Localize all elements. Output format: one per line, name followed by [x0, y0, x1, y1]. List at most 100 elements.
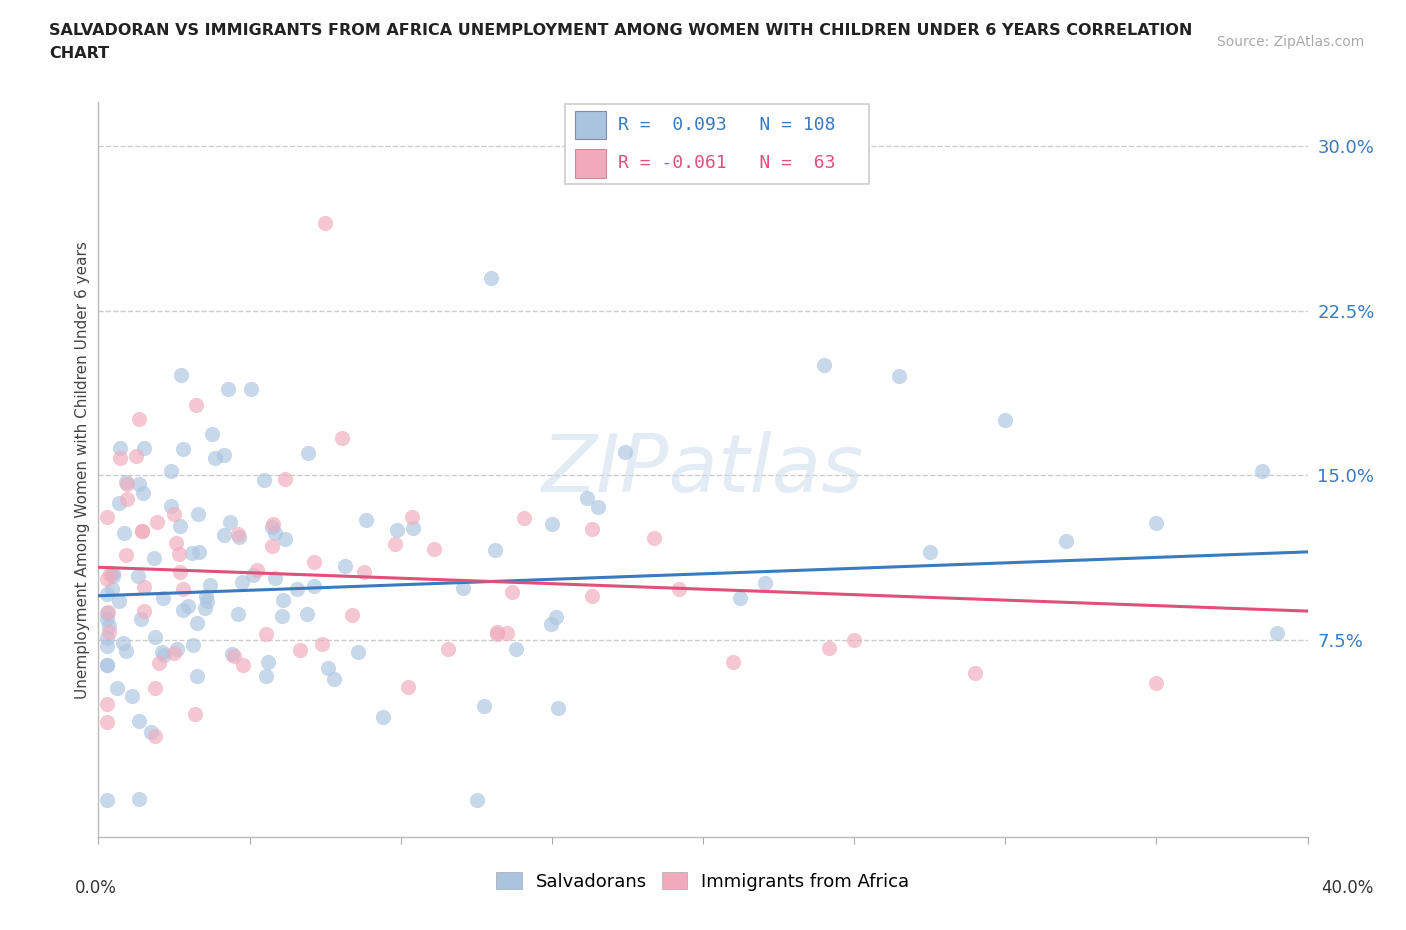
Point — [125, 449, 148, 464]
Point — [273, 472, 295, 486]
Point — [222, 649, 245, 664]
Point — [212, 447, 235, 462]
Point — [918, 544, 941, 559]
Point — [105, 680, 128, 695]
Point — [1146, 516, 1168, 531]
Point — [98, 618, 121, 633]
Point — [297, 445, 319, 460]
Point — [166, 642, 188, 657]
Point — [98, 567, 121, 582]
Point — [96, 571, 118, 586]
Point — [114, 644, 136, 658]
Point — [108, 441, 131, 456]
Point — [134, 579, 156, 594]
Point — [354, 512, 377, 527]
Point — [581, 589, 603, 604]
Point — [242, 567, 264, 582]
Point — [198, 578, 221, 592]
Legend: Salvadorans, Immigrants from Africa: Salvadorans, Immigrants from Africa — [489, 865, 917, 897]
Point — [316, 661, 339, 676]
Point — [232, 658, 254, 672]
Point — [668, 581, 690, 596]
Point — [314, 216, 336, 231]
Point — [643, 530, 665, 545]
Point — [297, 606, 319, 621]
Point — [253, 472, 276, 487]
Point — [96, 658, 118, 672]
Text: ZIPatlas: ZIPatlas — [541, 431, 865, 509]
Point — [728, 591, 751, 605]
Point — [219, 515, 242, 530]
Point — [103, 565, 125, 580]
Point — [194, 589, 217, 604]
Point — [131, 523, 153, 538]
Point — [96, 631, 118, 645]
Text: R =  0.093   N = 108: R = 0.093 N = 108 — [619, 116, 835, 134]
Point — [172, 603, 194, 618]
Point — [889, 369, 911, 384]
Point — [146, 515, 169, 530]
Point — [481, 271, 503, 286]
Point — [423, 542, 446, 557]
Point — [436, 642, 458, 657]
Point — [96, 658, 118, 672]
Point — [512, 511, 534, 525]
Point — [1054, 534, 1077, 549]
Point — [115, 476, 138, 491]
Point — [484, 542, 506, 557]
Point — [186, 616, 208, 631]
Point — [384, 537, 406, 551]
Point — [112, 525, 135, 540]
Point — [581, 522, 603, 537]
Point — [465, 792, 488, 807]
Point — [132, 604, 155, 618]
Point — [212, 527, 235, 542]
Point — [121, 689, 143, 704]
Point — [110, 451, 132, 466]
Point — [496, 626, 519, 641]
Point — [131, 524, 153, 538]
Point — [586, 499, 609, 514]
Point — [396, 680, 419, 695]
Point — [129, 611, 152, 626]
Point — [401, 510, 423, 525]
Text: SALVADORAN VS IMMIGRANTS FROM AFRICA UNEMPLOYMENT AMONG WOMEN WITH CHILDREN UNDE: SALVADORAN VS IMMIGRANTS FROM AFRICA UNE… — [49, 23, 1192, 38]
FancyBboxPatch shape — [565, 104, 869, 184]
Point — [101, 581, 124, 596]
Point — [274, 532, 297, 547]
Point — [311, 636, 333, 651]
Text: 40.0%: 40.0% — [1320, 879, 1374, 897]
Point — [139, 724, 162, 739]
Point — [965, 665, 987, 680]
Point — [194, 601, 217, 616]
Point — [96, 612, 118, 627]
Point — [143, 630, 166, 644]
Point — [333, 558, 356, 573]
Point — [98, 625, 121, 640]
Point — [97, 604, 120, 619]
Point — [103, 569, 125, 584]
Point — [323, 671, 346, 686]
Point — [226, 526, 249, 541]
Point — [264, 525, 287, 540]
Point — [128, 713, 150, 728]
Point — [330, 431, 353, 445]
Point — [271, 608, 294, 623]
Text: R = -0.061   N =  63: R = -0.061 N = 63 — [619, 154, 835, 172]
Point — [451, 580, 474, 595]
Point — [152, 591, 174, 605]
Point — [1146, 676, 1168, 691]
Point — [160, 463, 183, 478]
Point — [132, 441, 155, 456]
Point — [187, 507, 209, 522]
Point — [575, 490, 598, 505]
Point — [184, 707, 207, 722]
Point — [231, 575, 253, 590]
Point — [288, 643, 311, 658]
Point — [143, 681, 166, 696]
Point — [108, 593, 131, 608]
FancyBboxPatch shape — [575, 149, 606, 178]
Point — [186, 669, 208, 684]
Point — [172, 581, 194, 596]
Point — [115, 548, 138, 563]
